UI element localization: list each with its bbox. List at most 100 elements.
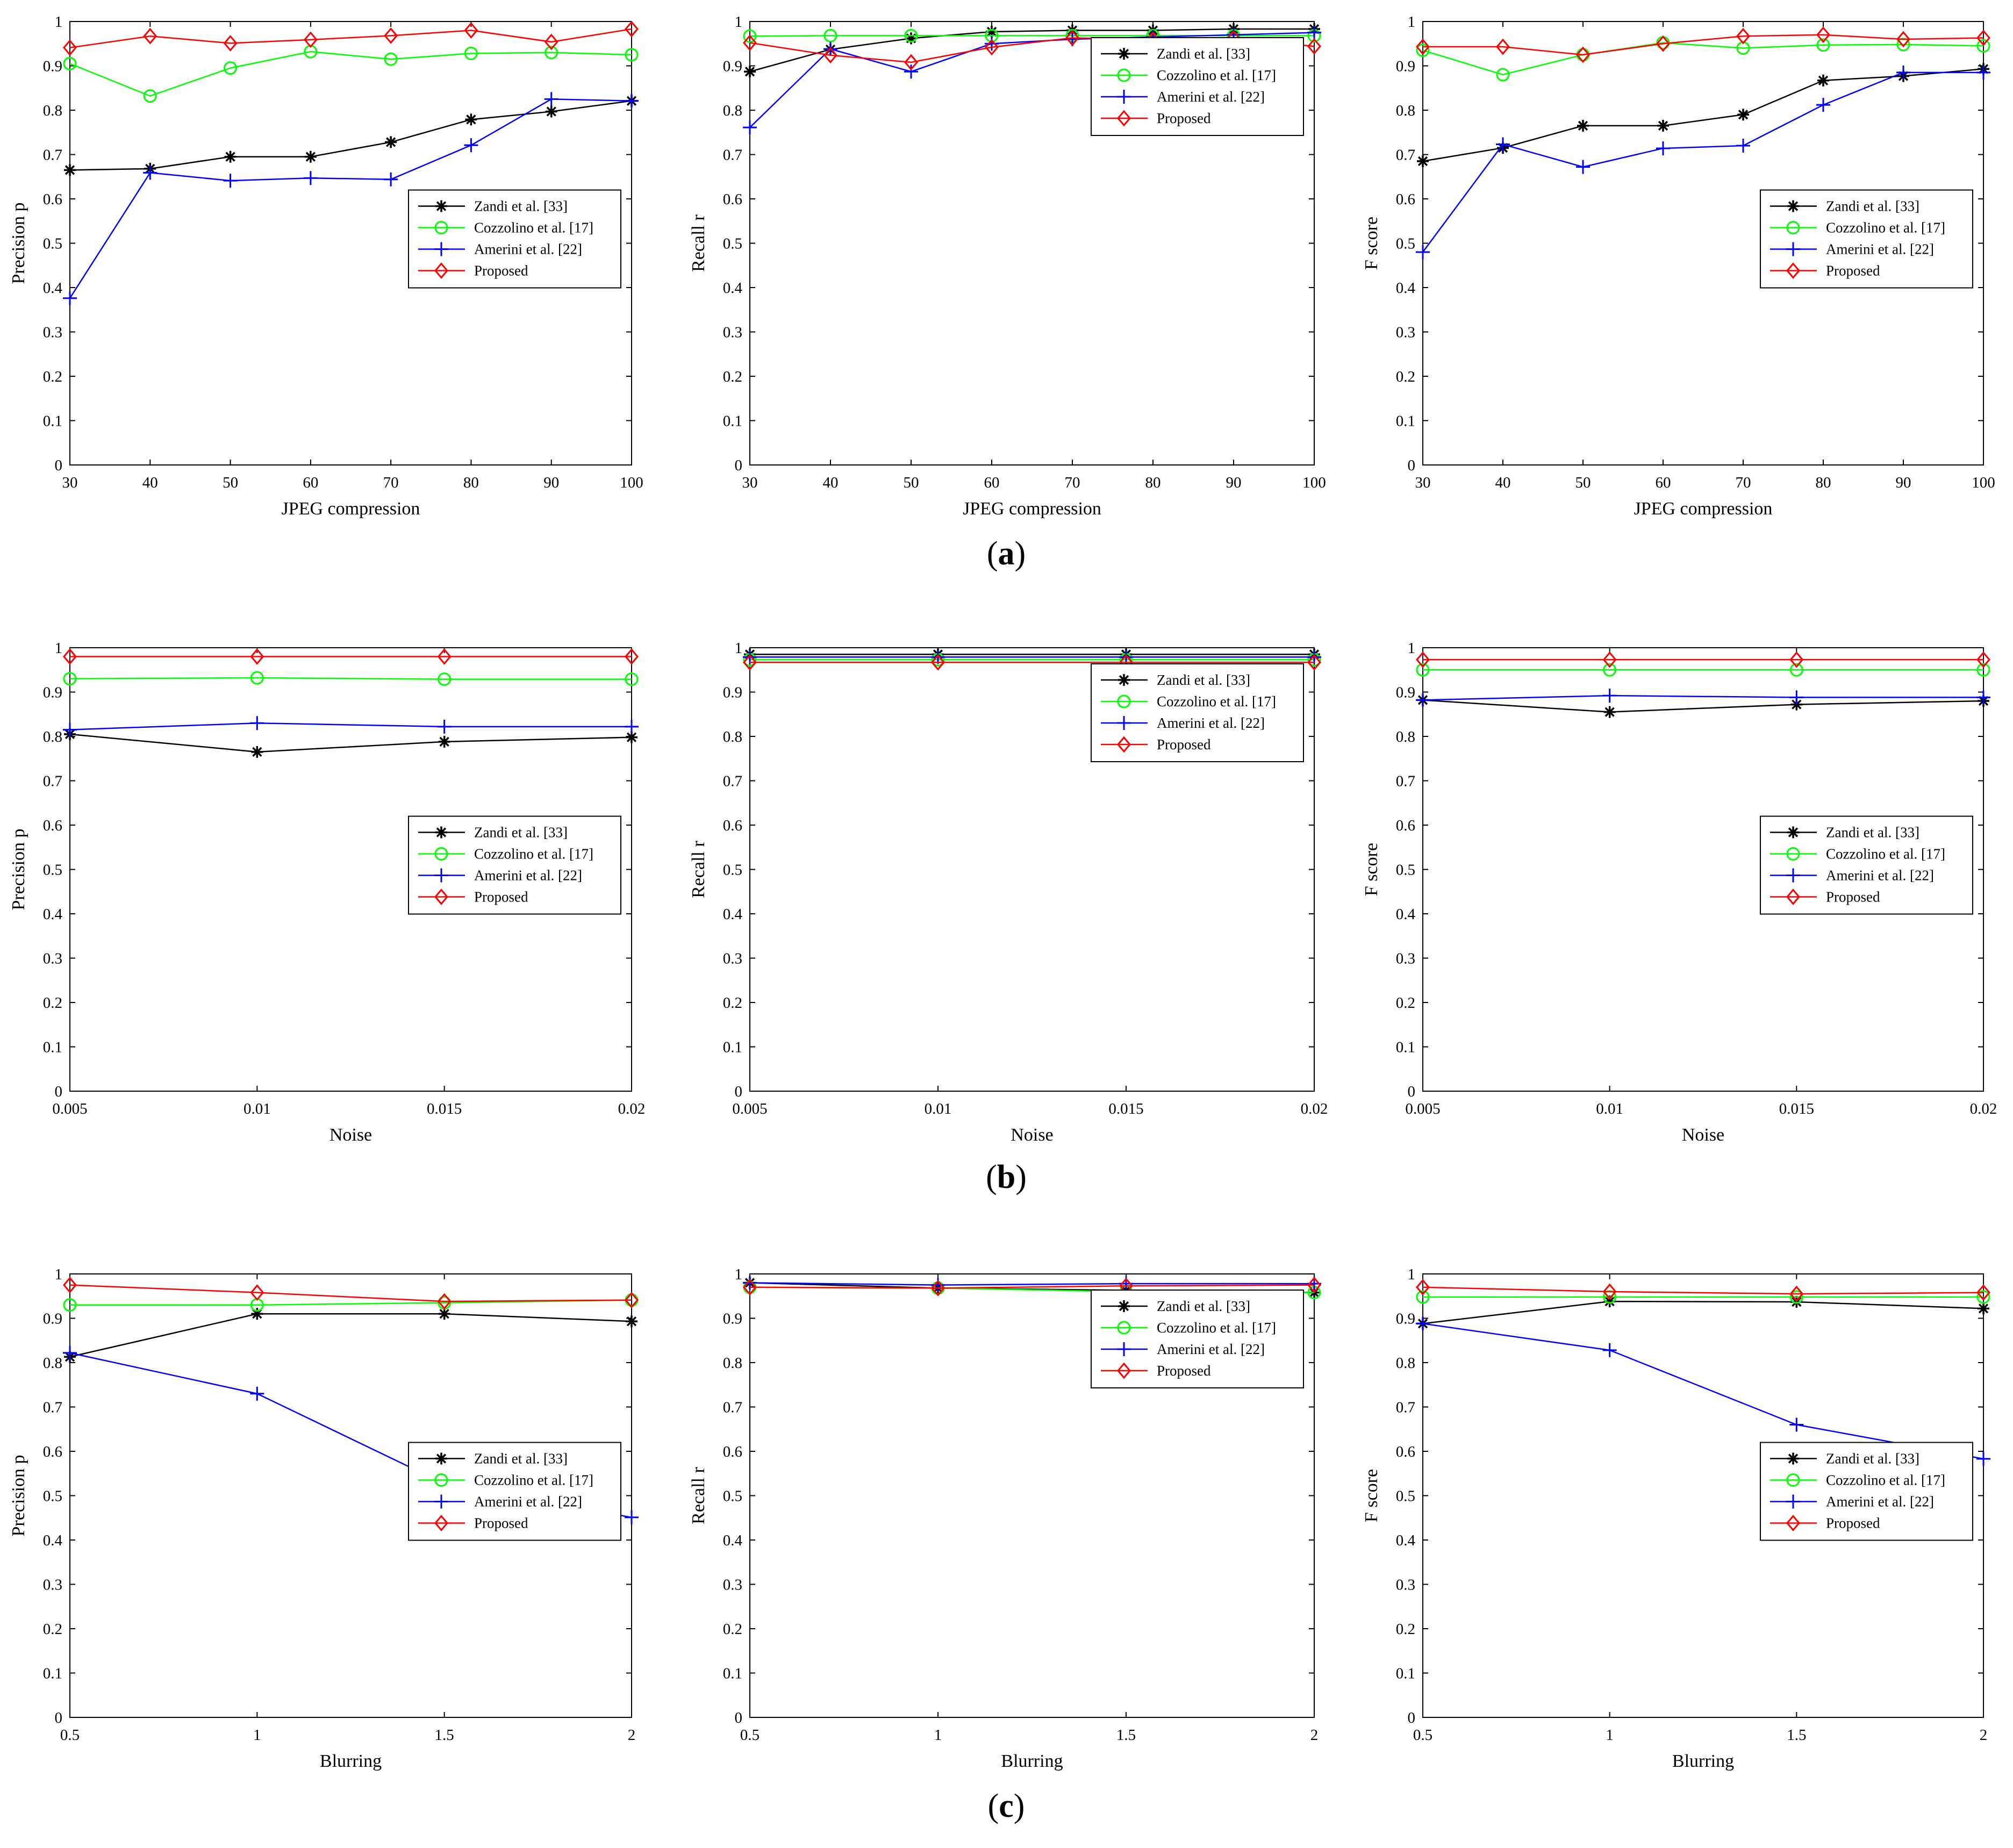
data-point bbox=[1976, 651, 1990, 668]
legend-label: Proposed bbox=[1157, 1363, 1211, 1379]
y-tick-label: 0.3 bbox=[1396, 1577, 1415, 1594]
chart-1: 0 0.1 0.2 0.3 0.4 0.5 0.6 0.7 0.8 0.9 1 30 40 50 60 70 8… bbox=[9, 13, 643, 519]
x-tick-label: 60 bbox=[303, 474, 318, 491]
data-point bbox=[1602, 651, 1617, 668]
series-line bbox=[1422, 42, 1984, 76]
legend-marker bbox=[435, 826, 447, 839]
x-axis-label: Noise bbox=[1011, 1125, 1053, 1145]
y-axis-label: Recall r bbox=[689, 840, 708, 898]
legend-entry-amerini: Amerini et al. [22] bbox=[418, 868, 582, 884]
x-axis-label: JPEG compression bbox=[282, 499, 420, 519]
legend-marker bbox=[1787, 1452, 1799, 1465]
data-point bbox=[384, 172, 398, 187]
legend: Zandi et al. [33] Cozzolino et al. [17] Am… bbox=[408, 815, 621, 915]
y-tick-label: 0 bbox=[55, 1083, 63, 1100]
y-tick-label: 0.9 bbox=[723, 58, 742, 75]
series-line bbox=[69, 677, 632, 680]
data-point bbox=[250, 648, 264, 665]
legend-label: Zandi et al. [33] bbox=[474, 198, 568, 214]
y-tick-label: 0.7 bbox=[1396, 147, 1415, 164]
legend-marker bbox=[1117, 694, 1131, 708]
legend-entry-amerini: Amerini et al. [22] bbox=[1101, 1341, 1265, 1357]
x-tick-label: 0.5 bbox=[740, 1727, 760, 1744]
data-point bbox=[625, 20, 639, 38]
data-point bbox=[1789, 690, 1804, 705]
data-point bbox=[464, 138, 478, 153]
y-tick-label: 0.3 bbox=[43, 950, 62, 968]
legend-label: Amerini et al. [22] bbox=[1826, 868, 1934, 884]
y-tick-label: 0.1 bbox=[43, 1665, 62, 1682]
data-point bbox=[1416, 38, 1430, 55]
legend-label: Proposed bbox=[474, 889, 528, 905]
y-tick-label: 0.4 bbox=[1396, 906, 1416, 923]
legend-marker bbox=[1786, 868, 1800, 883]
data-point bbox=[251, 746, 263, 758]
legend-entry-cozzolino: Cozzolino et al. [17] bbox=[1770, 846, 1945, 862]
y-tick-label: 0 bbox=[735, 1083, 743, 1100]
data-point bbox=[1790, 698, 1803, 711]
legend-entry-proposed: Proposed bbox=[418, 1515, 528, 1531]
data-point bbox=[626, 731, 637, 743]
x-tick-label: 50 bbox=[223, 474, 238, 491]
data-point bbox=[625, 648, 639, 665]
legend: Zandi et al. [33] Cozzolino et al. [17] Am… bbox=[1091, 663, 1304, 762]
legend-marker bbox=[434, 221, 448, 234]
legend-entry-amerini: Amerini et al. [22] bbox=[418, 241, 582, 257]
legend-entry-zandi: Zandi et al. [33] bbox=[418, 198, 568, 214]
legend-label: Zandi et al. [33] bbox=[474, 825, 568, 841]
data-point bbox=[1976, 65, 1990, 80]
data-point bbox=[744, 66, 756, 78]
legend-label: Amerini et al. [22] bbox=[1157, 715, 1265, 731]
x-tick-label: 30 bbox=[62, 474, 78, 491]
legend-label: Cozzolino et al. [17] bbox=[1157, 67, 1276, 83]
legend-entry-zandi: Zandi et al. [33] bbox=[1770, 1451, 1919, 1467]
chart-5: 0 0.1 0.2 0.3 0.4 0.5 0.6 0.7 0.8 0.9 1 0.005 0.01 0.… bbox=[689, 640, 1328, 1145]
y-tick-label: 0.6 bbox=[723, 817, 742, 834]
data-point bbox=[743, 120, 757, 135]
y-tick-label: 0.4 bbox=[43, 1532, 63, 1549]
series-proposed bbox=[1416, 1279, 1990, 1302]
data-point bbox=[464, 46, 478, 60]
chart-9: 0 0.1 0.2 0.3 0.4 0.5 0.6 0.7 0.8 0.9 1 0.5 1 1.5 2 Blu… bbox=[1362, 1266, 1990, 1771]
data-point bbox=[1656, 35, 1670, 52]
legend-marker bbox=[1117, 1321, 1131, 1335]
chart-3: 0 0.1 0.2 0.3 0.4 0.5 0.6 0.7 0.8 0.9 1 30 40 50 60 70 8… bbox=[1362, 13, 1995, 519]
data-point bbox=[1816, 26, 1830, 44]
data-point bbox=[625, 1292, 639, 1309]
legend-label: Amerini et al. [22] bbox=[1826, 1494, 1934, 1510]
legend-marker bbox=[1786, 221, 1800, 234]
legend-marker bbox=[1786, 242, 1800, 256]
legend: Zandi et al. [33] Cozzolino et al. [17] Am… bbox=[1760, 189, 1973, 289]
data-point bbox=[1976, 30, 1990, 46]
data-point bbox=[1789, 663, 1803, 677]
y-tick-label: 0.4 bbox=[723, 1532, 743, 1549]
data-point bbox=[63, 39, 77, 56]
legend-marker bbox=[1786, 262, 1800, 279]
legend-marker bbox=[434, 868, 448, 883]
legend-entry-amerini: Amerini et al. [22] bbox=[418, 1494, 582, 1510]
x-tick-label: 40 bbox=[823, 474, 839, 491]
x-tick-label: 1 bbox=[1606, 1727, 1614, 1744]
series-line bbox=[69, 722, 632, 730]
x-tick-label: 1 bbox=[934, 1727, 942, 1744]
legend-label: Cozzolino et al. [17] bbox=[474, 846, 593, 862]
legend-label: Amerini et al. [22] bbox=[474, 868, 582, 884]
series-proposed bbox=[1416, 26, 1990, 63]
legend-marker bbox=[1117, 736, 1131, 753]
legend-entry-amerini: Amerini et al. [22] bbox=[1101, 715, 1265, 731]
data-point bbox=[437, 719, 452, 734]
data-point bbox=[1602, 1283, 1617, 1300]
series-amerini bbox=[1416, 65, 1990, 259]
legend-label: Proposed bbox=[1157, 110, 1211, 126]
data-point bbox=[1976, 39, 1990, 53]
legend-marker bbox=[434, 1515, 448, 1531]
y-tick-label: 0.7 bbox=[43, 1399, 62, 1416]
x-tick-label: 1.5 bbox=[1116, 1727, 1136, 1744]
y-tick-label: 0.5 bbox=[1396, 862, 1415, 879]
x-tick-label: 0.5 bbox=[60, 1727, 80, 1744]
legend-entry-zandi: Zandi et al. [33] bbox=[1101, 46, 1250, 62]
y-tick-label: 0.1 bbox=[1396, 1665, 1415, 1682]
y-tick-label: 0.9 bbox=[723, 684, 742, 701]
data-point bbox=[63, 1298, 77, 1312]
y-axis-label: Recall r bbox=[689, 1466, 708, 1524]
